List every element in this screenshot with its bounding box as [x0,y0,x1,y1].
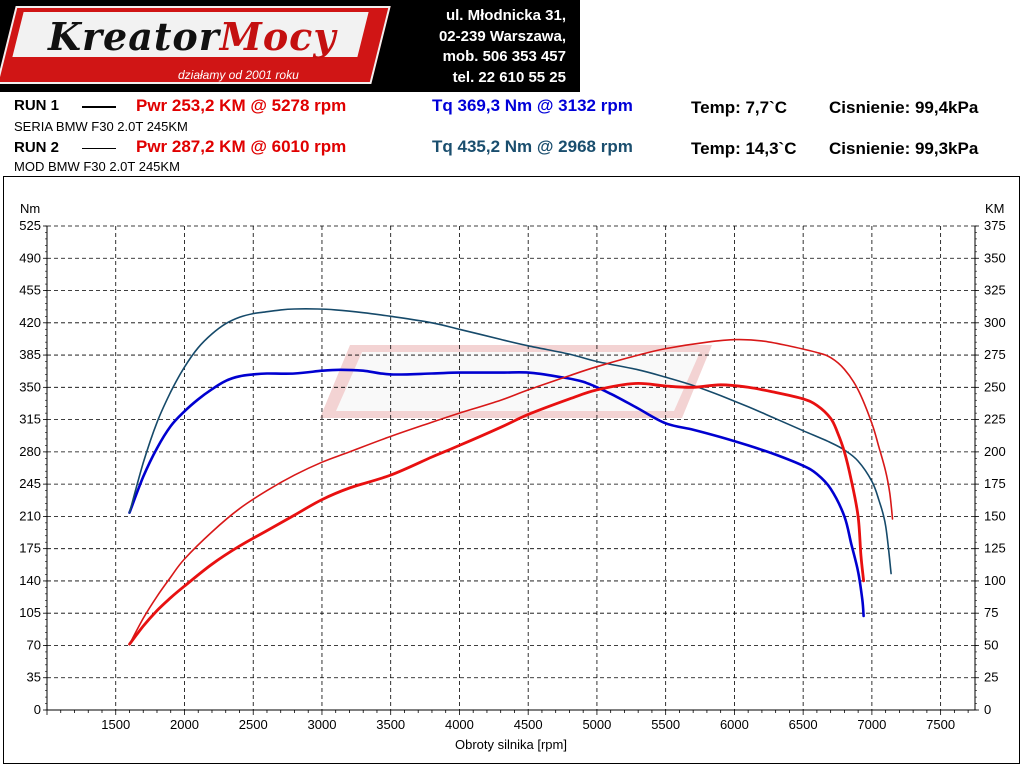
y-left-tick-label: 280 [19,444,41,459]
x-tick-label: 4500 [514,717,543,732]
y-left-tick-label: 175 [19,541,41,556]
y-right-tick-label: 375 [984,218,1006,233]
y-right-tick-label: 75 [984,605,998,620]
y-left-tick-label: 35 [27,670,41,685]
y-right-tick-label: 50 [984,637,998,652]
run-1-power: Pwr 253,2 KM @ 5278 rpm [136,96,347,115]
run-2-name: RUN 2 [14,139,60,156]
run-1-name: RUN 1 [14,97,60,114]
y-right-tick-label: 275 [984,347,1006,362]
y-right-axis-title: KM [985,201,1005,216]
x-tick-label: 4000 [445,717,474,732]
logo-text-mocy: Mocy [219,14,337,59]
run-1-legend-line [82,106,116,108]
y-right-tick-label: 325 [984,283,1006,298]
run-2-torque: Tq 435,2 Nm @ 2968 rpm [432,137,633,156]
y-left-tick-label: 490 [19,250,41,265]
chart-curves [128,308,894,646]
y-left-tick-label: 315 [19,412,41,427]
y-left-tick-label: 210 [19,508,41,523]
run-2-torque-curve [128,308,892,575]
run-1-temperature: Temp: 7,7`C [691,98,788,117]
y-left-tick-label: 420 [19,315,41,330]
x-tick-label: 6000 [720,717,749,732]
y-right-tick-label: 175 [984,476,1006,491]
x-tick-label: 3000 [308,717,337,732]
logo-text-kreator: Kreator [48,14,220,59]
y-right-tick-label: 200 [984,444,1006,459]
y-right-tick-label: 25 [984,670,998,685]
run-2-temperature: Temp: 14,3`C [691,139,797,158]
watermark-logo [320,345,712,418]
run-1-torque-curve [128,368,865,618]
y-right-tick-label: 150 [984,508,1006,523]
logo-slogan: działamy od 2001 roku [178,68,299,82]
x-tick-label: 7500 [926,717,955,732]
y-left-tick-label: 245 [19,476,41,491]
x-tick-label: 1500 [101,717,130,732]
y-right-tick-label: 350 [984,250,1006,265]
x-tick-label: 6500 [789,717,818,732]
contact-phone: tel. 22 610 55 25 [452,68,566,86]
logo-wordmark: KreatorMocy [48,14,336,59]
x-tick-label: 7000 [857,717,886,732]
x-tick-label: 5000 [582,717,611,732]
y-right-tick-label: 250 [984,379,1006,394]
y-right-tick-label: 100 [984,573,1006,588]
run-2-model: MOD BMW F30 2.0T 245KM [14,159,180,174]
y-left-tick-label: 350 [19,379,41,394]
chart-grid [47,225,975,710]
run-2-power-curve [128,338,894,645]
run-1-power-curve [128,381,865,646]
chart-ticks: 1500 2000 2500 3000 3500 4000 4500 5000 5500 6000… [19,218,1005,732]
y-left-tick-label: 105 [19,605,41,620]
y-right-tick-label: 225 [984,412,1006,427]
x-tick-label: 2500 [239,717,268,732]
x-tick-label: 5500 [651,717,680,732]
run-1-pressure: Cisnienie: 99,4kPa [829,98,979,117]
run-1-torque: Tq 369,3 Nm @ 3132 rpm [432,96,633,115]
y-left-tick-label: 385 [19,347,41,362]
dyno-chart-frame [3,176,1020,764]
y-left-tick-label: 525 [19,218,41,233]
contact-address-1: ul. Młodnicka 31, [445,7,566,24]
run-2-legend-line [82,148,116,149]
contact-mobile: mob. 506 353 457 [442,48,566,65]
chart-axes [46,226,976,711]
kreator-mocy-logo: KreatorMocy działamy od 2001 roku [0,0,394,92]
contact-box: ul. Młodnicka 31, 02-239 Warszawa, mob. … [394,0,580,92]
y-right-tick-label: 0 [984,702,991,717]
y-left-tick-label: 140 [19,573,41,588]
x-tick-label: 2000 [170,717,199,732]
x-axis-title: Obroty silnika [rpm] [455,737,567,752]
y-right-tick-label: 300 [984,315,1006,330]
contact-address-2: 02-239 Warszawa, [438,27,566,45]
y-left-tick-label: 455 [19,283,41,298]
y-right-tick-label: 125 [984,541,1006,556]
y-left-axis-title: Nm [20,201,40,216]
run-2-pressure: Cisnienie: 99,3kPa [829,139,979,158]
run-2-power: Pwr 287,2 KM @ 6010 rpm [136,137,347,156]
x-tick-label: 3500 [376,717,405,732]
y-left-tick-label: 0 [34,702,41,717]
y-left-tick-label: 70 [27,637,41,652]
run-1-model: SERIA BMW F30 2.0T 245KM [14,119,188,134]
